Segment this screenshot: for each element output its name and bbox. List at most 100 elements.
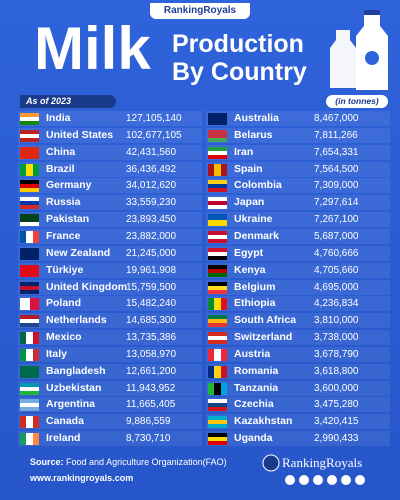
flag-stripe: [208, 247, 227, 252]
flag-stripe: [20, 403, 39, 408]
table-row: India 127,105,140: [18, 111, 202, 126]
country-name: China: [46, 145, 76, 158]
flag-stripe: [214, 365, 221, 378]
table-row: Türkiye 19,961,908: [18, 262, 202, 278]
country-name: Uganda: [234, 432, 273, 445]
flag-stripe: [20, 197, 39, 202]
flag-stripe: [20, 264, 39, 277]
table-row: Argentina 11,665,405: [18, 397, 202, 413]
flag-stripe: [32, 348, 39, 361]
production-value: 127,105,140: [126, 113, 182, 124]
flag-stripe: [208, 424, 227, 429]
flag-stripe: [208, 437, 227, 442]
flag-stripe: [214, 348, 221, 361]
production-value: 4,760,666: [314, 247, 359, 259]
country-name: Brazil: [46, 162, 75, 175]
country-name: South Africa: [234, 314, 297, 327]
brand-badge: RankingRoyals: [150, 3, 250, 19]
title-big: Milk: [34, 15, 151, 82]
country-name: Ukraine: [234, 213, 273, 226]
table-row: United Kingdom 15,759,500: [18, 279, 202, 295]
flag: [20, 113, 39, 125]
flag-stripe: [20, 323, 39, 328]
production-value: 3,475,280: [314, 399, 359, 411]
flag: [20, 264, 39, 277]
flag-stripe: [20, 298, 30, 311]
production-value: 33,559,230: [126, 197, 177, 209]
country-name: Kenya: [234, 263, 266, 276]
title-line: Production: [172, 30, 304, 58]
country-name: Russia: [46, 196, 81, 209]
table-row: Germany 34,012,620: [18, 178, 202, 194]
production-value: 4,705,660: [314, 264, 359, 276]
production-value: 13,735,386: [126, 332, 177, 344]
source-label: Source:: [30, 457, 64, 467]
table-row: China 42,431,560: [18, 144, 202, 160]
country-name: Switzerland: [234, 331, 293, 344]
social-icons: [285, 475, 365, 485]
flag-stripe: [220, 382, 227, 395]
unit-label: (in tonnes): [326, 95, 388, 108]
table-row: France 23,882,000: [18, 228, 202, 244]
flag-stripe: [208, 348, 215, 361]
flag-stripe: [208, 340, 227, 345]
flag: [208, 365, 227, 378]
flag-stripe: [208, 230, 227, 235]
table-row: Brazil 36,436,492: [18, 161, 202, 177]
flag-stripe: [20, 163, 27, 176]
table-row: Denmark 5,687,000: [206, 228, 390, 244]
source: Source: Food and Agriculture Organizatio…: [30, 457, 227, 467]
flag-stripe: [20, 285, 39, 290]
flag: [20, 382, 39, 395]
production-value: 3,600,000: [314, 382, 359, 394]
footer-brand: RankingRoyals: [282, 455, 363, 470]
flag: [208, 416, 227, 429]
table-row: Ireland 8,730,710: [18, 431, 202, 447]
production-value: 4,695,000: [314, 281, 359, 293]
flag: [208, 214, 227, 227]
flag: [208, 146, 227, 159]
country-name: Pakistan: [46, 213, 90, 226]
flag: [208, 332, 227, 345]
country-name: Denmark: [234, 229, 279, 242]
flag-stripe: [20, 247, 39, 260]
country-name: Spain: [234, 162, 263, 175]
flag: [20, 399, 39, 412]
flag: [208, 129, 227, 142]
flag: [208, 180, 227, 193]
production-value: 13,058,970: [126, 348, 177, 360]
flag-stripe: [20, 315, 39, 320]
table-row: Ethiopia 4,236,834: [206, 296, 390, 312]
country-name: Italy: [46, 347, 68, 360]
country-name: Tanzania: [234, 381, 279, 394]
country-name: Ethiopia: [234, 297, 276, 310]
production-value: 14,685,300: [126, 315, 177, 327]
flag: [20, 416, 39, 429]
table-row: Kenya 4,705,660: [206, 262, 390, 278]
table-row: Pakistan 23,893,450: [18, 212, 202, 228]
flag-stripe: [208, 180, 227, 185]
country-name: Belarus: [234, 128, 273, 141]
country-name: Austria: [234, 347, 271, 360]
as-of-label: As of 2023: [20, 95, 116, 108]
flag: [20, 281, 39, 294]
flag: [20, 433, 39, 446]
country-name: Kazakhstan: [234, 415, 293, 428]
country-name: New Zealand: [46, 246, 111, 259]
country-name: Bangladesh: [46, 364, 106, 377]
flag-stripe: [208, 298, 215, 311]
production-value: 8,730,710: [126, 433, 171, 445]
flag-stripe: [208, 150, 227, 155]
flag-stripe: [20, 416, 27, 429]
flag: [208, 348, 227, 361]
flag-stripe: [20, 399, 39, 404]
country-name: Czechia: [234, 398, 274, 411]
flag-stripe: [220, 298, 227, 311]
flag-stripe: [208, 323, 227, 328]
flag-stripe: [20, 433, 27, 446]
flag-stripe: [214, 163, 221, 176]
flag-stripe: [208, 268, 227, 273]
flag-stripe: [208, 272, 227, 277]
production-value: 3,810,000: [314, 315, 359, 327]
flag-stripe: [208, 420, 227, 425]
